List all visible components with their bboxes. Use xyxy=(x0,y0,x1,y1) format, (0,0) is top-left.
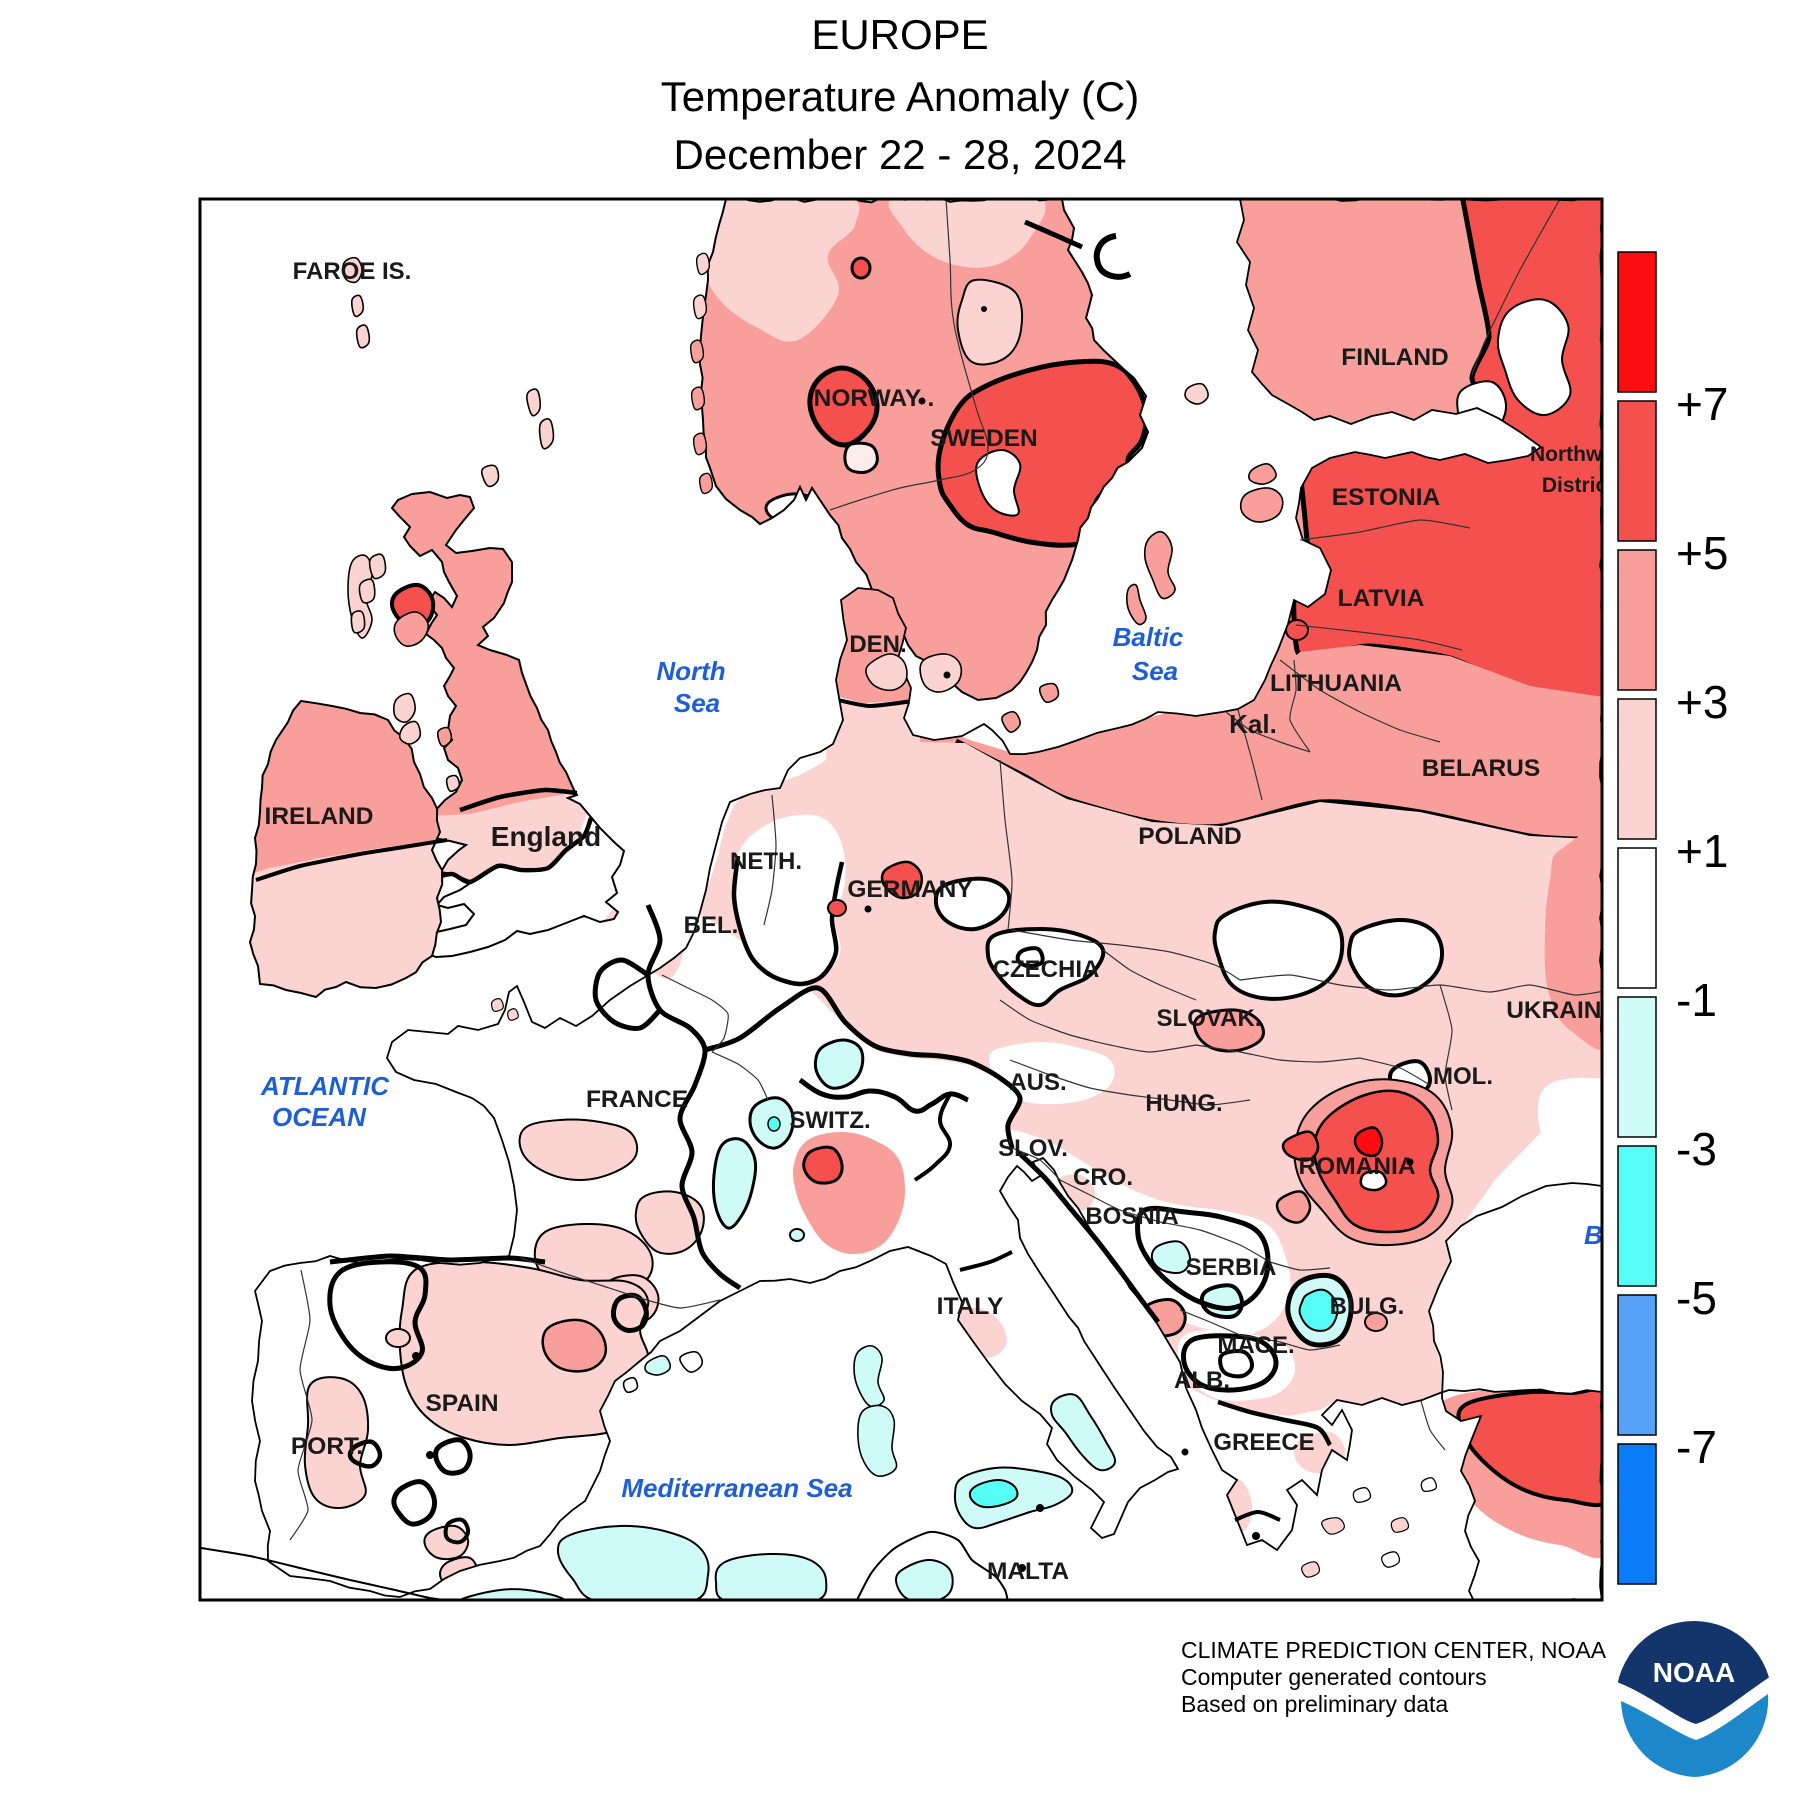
svg-text:England: England xyxy=(491,821,601,852)
svg-text:EUROPE: EUROPE xyxy=(811,11,988,58)
svg-text:North: North xyxy=(656,656,725,686)
svg-text:SERBIA: SERBIA xyxy=(1186,1254,1277,1281)
svg-text:-5: -5 xyxy=(1676,1272,1717,1324)
svg-text:CLIMATE PREDICTION CENTER, NOA: CLIMATE PREDICTION CENTER, NOAA xyxy=(1181,1637,1607,1663)
svg-text:Black: Black xyxy=(1584,1220,1655,1250)
svg-text:ITALY: ITALY xyxy=(937,1293,1004,1320)
svg-text:FRANCE: FRANCE xyxy=(586,1086,688,1113)
svg-text:OCEAN: OCEAN xyxy=(272,1102,367,1132)
svg-text:Mediterranean Sea: Mediterranean Sea xyxy=(621,1473,852,1503)
svg-text:-3: -3 xyxy=(1676,1123,1717,1175)
svg-text:Kal.: Kal. xyxy=(1229,709,1277,739)
svg-text:Sea: Sea xyxy=(674,688,720,718)
svg-text:SLOV.: SLOV. xyxy=(998,1135,1068,1162)
svg-text:LATVIA: LATVIA xyxy=(1338,585,1425,612)
svg-text:Sea: Sea xyxy=(1132,656,1178,686)
svg-text:BEL.: BEL. xyxy=(684,912,739,939)
svg-text:SWITZ.: SWITZ. xyxy=(789,1107,870,1134)
svg-text:+7: +7 xyxy=(1676,378,1728,430)
svg-text:December 22 - 28, 2024: December 22 - 28, 2024 xyxy=(674,131,1127,178)
svg-text:NORWAY .: NORWAY . xyxy=(814,385,935,412)
svg-text:-1: -1 xyxy=(1676,974,1717,1026)
svg-text:ATLANTIC: ATLANTIC xyxy=(260,1071,390,1101)
svg-text:Computer generated contours: Computer generated contours xyxy=(1181,1664,1487,1690)
svg-text:Baltic: Baltic xyxy=(1113,622,1184,652)
svg-text:AUS.: AUS. xyxy=(1009,1069,1066,1096)
svg-text:Based on preliminary data: Based on preliminary data xyxy=(1181,1691,1448,1717)
svg-text:NOAA: NOAA xyxy=(1653,1657,1735,1688)
svg-text:SPAIN: SPAIN xyxy=(425,1390,498,1417)
svg-text:BELARUS: BELARUS xyxy=(1422,755,1540,782)
svg-text:ESTONIA: ESTONIA xyxy=(1332,484,1441,511)
svg-text:CZECHIA: CZECHIA xyxy=(993,956,1100,983)
svg-text:ROMANIA: ROMANIA xyxy=(1298,1153,1415,1180)
svg-text:HUNG.: HUNG. xyxy=(1145,1090,1222,1117)
svg-text:SLOVAK.: SLOVAK. xyxy=(1157,1005,1262,1032)
svg-text:+3: +3 xyxy=(1676,676,1728,728)
svg-text:+1: +1 xyxy=(1676,825,1728,877)
svg-text:+5: +5 xyxy=(1676,527,1728,579)
svg-text:FINLAND: FINLAND xyxy=(1341,344,1449,371)
svg-text:BOSNIA: BOSNIA xyxy=(1085,1203,1178,1230)
svg-text:MOL.: MOL. xyxy=(1433,1063,1493,1090)
svg-text:BULG.: BULG. xyxy=(1330,1293,1405,1320)
svg-text:UKRAINE: UKRAINE xyxy=(1506,997,1618,1024)
svg-text:NETH.: NETH. xyxy=(730,848,802,875)
svg-text:LITHUANIA: LITHUANIA xyxy=(1270,670,1402,697)
svg-text:POLAND: POLAND xyxy=(1138,823,1241,850)
svg-text:GERMANY: GERMANY xyxy=(847,876,972,903)
svg-text:Temperature Anomaly (C): Temperature Anomaly (C) xyxy=(661,73,1140,120)
svg-text:MACE.: MACE. xyxy=(1217,1332,1294,1359)
svg-text:CRO.: CRO. xyxy=(1073,1164,1133,1191)
svg-text:PORT.: PORT. xyxy=(291,1433,363,1460)
svg-text:SWEDEN: SWEDEN xyxy=(930,425,1038,452)
svg-text:ALB.: ALB. xyxy=(1174,1367,1230,1394)
svg-text:DEN.: DEN. xyxy=(849,631,906,658)
svg-text:District: District xyxy=(1542,474,1614,497)
svg-text:GREECE: GREECE xyxy=(1213,1429,1314,1456)
svg-text:MALTA: MALTA xyxy=(987,1558,1069,1585)
svg-text:FAROE IS.: FAROE IS. xyxy=(293,258,412,285)
svg-text:IRELAND: IRELAND xyxy=(265,803,374,830)
svg-text:Northwe: Northwe xyxy=(1530,443,1614,466)
svg-text:-7: -7 xyxy=(1676,1421,1717,1473)
